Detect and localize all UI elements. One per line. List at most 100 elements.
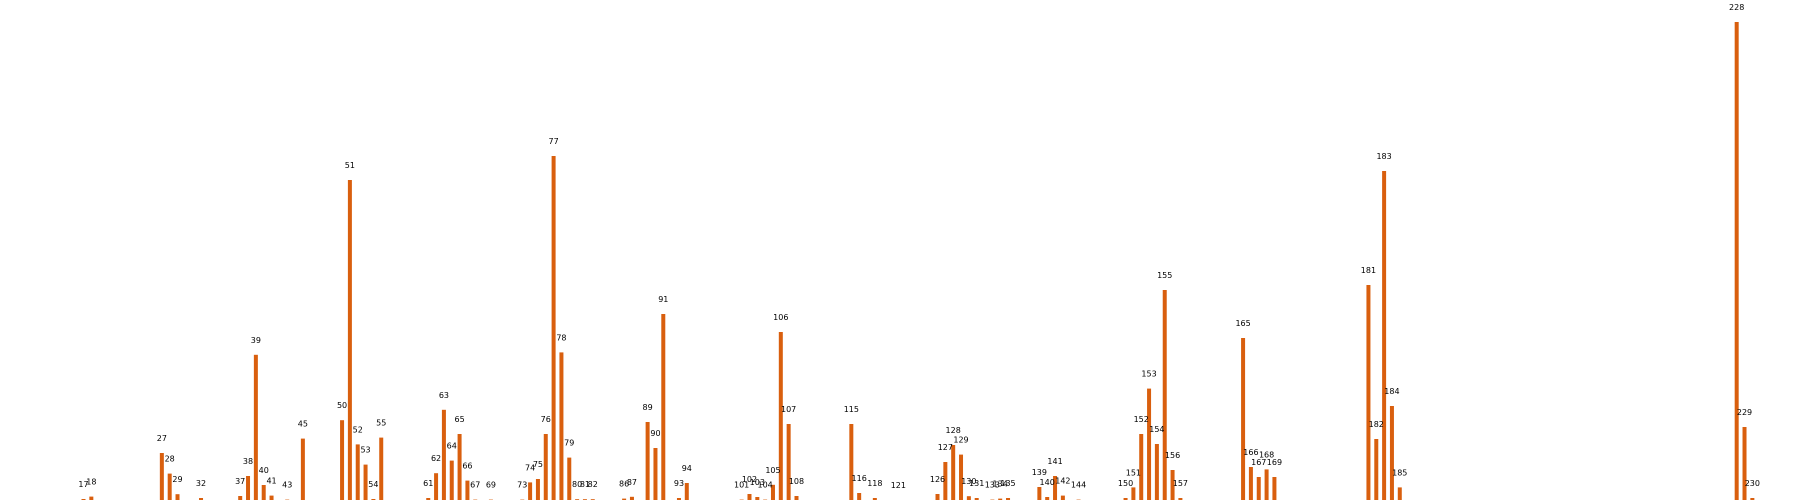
bar-116	[857, 493, 862, 500]
bar-168	[1264, 469, 1269, 500]
bar-label-156: 156	[1165, 451, 1180, 460]
bar-229	[1742, 427, 1747, 500]
bar-79	[567, 457, 572, 500]
bar-141	[1053, 476, 1058, 500]
bar-label-157: 157	[1173, 479, 1188, 488]
bar-label-131: 131	[969, 479, 984, 488]
bar-label-86: 86	[619, 480, 629, 489]
bar-label-101: 101	[734, 481, 749, 490]
bar-label-51: 51	[345, 161, 355, 170]
bar-38	[246, 476, 251, 500]
bar-label-183: 183	[1376, 152, 1391, 161]
bar-label-185: 185	[1392, 468, 1407, 477]
bar-107	[786, 424, 791, 500]
bar-52	[355, 444, 360, 500]
bar-label-75: 75	[533, 460, 543, 469]
bar-label-166: 166	[1243, 448, 1258, 457]
bar-label-27: 27	[157, 434, 167, 443]
bar-label-37: 37	[235, 477, 245, 486]
bar-label-91: 91	[658, 295, 668, 304]
bar-label-74: 74	[525, 463, 535, 472]
bar-127	[943, 462, 948, 500]
bar-label-140: 140	[1040, 478, 1055, 487]
bar-label-118: 118	[867, 479, 882, 488]
bar-39	[253, 354, 258, 500]
bar-label-135: 135	[1000, 479, 1015, 488]
bar-label-63: 63	[439, 391, 449, 400]
bar-label-81: 81	[580, 480, 590, 489]
bar-102	[747, 494, 752, 500]
bar-169	[1272, 477, 1277, 500]
bar-129	[959, 454, 964, 500]
bar-128	[951, 445, 956, 500]
bar-45	[300, 438, 305, 500]
bar-76	[543, 434, 548, 500]
bar-155	[1162, 290, 1167, 500]
bar-62	[434, 473, 439, 500]
bar-61	[426, 498, 431, 500]
bar-label-40: 40	[259, 466, 269, 475]
bar-label-94: 94	[682, 464, 692, 473]
bar-75	[535, 479, 540, 500]
bars-group	[81, 22, 1755, 500]
bar-label-169: 169	[1267, 458, 1282, 467]
bar-77	[551, 156, 556, 500]
bar-label-144: 144	[1071, 481, 1086, 490]
bar-label-228: 228	[1729, 3, 1744, 12]
bar-18	[89, 496, 94, 500]
bar-181	[1366, 285, 1371, 500]
bar-91	[661, 314, 666, 500]
bar-65	[457, 434, 462, 500]
bar-label-32: 32	[196, 479, 206, 488]
bar-label-90: 90	[650, 429, 660, 438]
bar-label-53: 53	[360, 446, 370, 455]
bar-55	[379, 437, 384, 500]
bar-label-128: 128	[946, 426, 961, 435]
bar-154	[1154, 444, 1159, 500]
bar-156	[1170, 470, 1175, 500]
bar-32	[199, 498, 204, 500]
bar-label-67: 67	[470, 481, 480, 490]
bar-label-153: 153	[1141, 370, 1156, 379]
bar-label-129: 129	[953, 436, 968, 445]
bar-label-108: 108	[789, 477, 804, 486]
bar-139	[1037, 487, 1042, 500]
bar-label-78: 78	[556, 333, 566, 342]
bar-142	[1060, 495, 1065, 500]
bar-185	[1397, 487, 1402, 500]
bar-103	[755, 497, 760, 500]
bar-label-130: 130	[961, 477, 976, 486]
bar-106	[778, 332, 783, 500]
bar-label-82: 82	[588, 480, 598, 489]
bar-label-64: 64	[447, 442, 457, 451]
bar-86	[622, 498, 627, 500]
bar-label-182: 182	[1369, 420, 1384, 429]
bar-40	[261, 485, 266, 500]
bar-63	[441, 409, 446, 500]
bar-90	[653, 448, 658, 500]
bar-label-66: 66	[462, 462, 472, 471]
bar-label-103: 103	[750, 478, 765, 487]
bar-label-181: 181	[1361, 266, 1376, 275]
bar-150	[1123, 498, 1128, 500]
bar-label-142: 142	[1055, 477, 1070, 486]
bar-label-168: 168	[1259, 450, 1274, 459]
bar-label-184: 184	[1384, 387, 1399, 396]
bar-50	[340, 420, 345, 500]
bar-label-150: 150	[1118, 479, 1133, 488]
bar-87	[629, 496, 634, 500]
bar-label-41: 41	[266, 477, 276, 486]
bar-66	[465, 480, 470, 500]
bar-label-76: 76	[541, 415, 551, 424]
bar-228	[1734, 22, 1739, 500]
bar-152	[1139, 434, 1144, 500]
bar-label-29: 29	[172, 475, 182, 484]
bar-label-116: 116	[852, 474, 867, 483]
bar-label-79: 79	[564, 439, 574, 448]
bar-label-89: 89	[643, 403, 653, 412]
bar-183	[1382, 171, 1387, 500]
bar-165	[1241, 338, 1246, 500]
bar-label-87: 87	[627, 478, 637, 487]
bar-label-43: 43	[282, 481, 292, 490]
bar-label-28: 28	[165, 455, 175, 464]
